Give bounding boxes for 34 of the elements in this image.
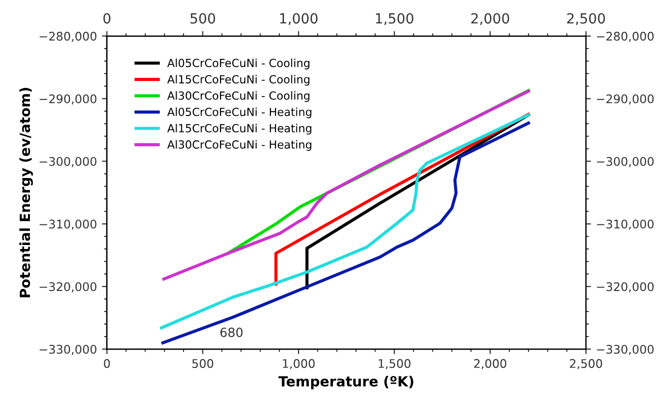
x2-tick-label: 500 bbox=[192, 359, 214, 368]
y-tick-label: −280,000 bbox=[40, 32, 96, 42]
x-axis-title: Temperature (ºK) bbox=[278, 376, 414, 390]
x-tick-label: 2,000 bbox=[471, 13, 510, 26]
y-axis-title: Potential Energy (ev/atom) bbox=[19, 88, 33, 298]
annotation: 680 bbox=[220, 328, 243, 338]
x2-tick-label: 1,500 bbox=[378, 359, 410, 370]
legend-label: Al30CrCoFeCuNi - Heating bbox=[167, 140, 312, 151]
x2-tick-label: 1,000 bbox=[282, 359, 315, 370]
y2-tick-label: −310,000 bbox=[596, 220, 654, 230]
x-tick-label: 0 bbox=[103, 13, 110, 24]
y-tick-label: −330,000 bbox=[40, 344, 96, 355]
x2-tick-label: 0 bbox=[104, 359, 110, 368]
x2-tick-label: 2,000 bbox=[474, 359, 506, 370]
y2-tick-label: −280,000 bbox=[596, 32, 654, 42]
legend-label: Al05CrCoFeCuNi - Cooling bbox=[167, 58, 310, 70]
y2-tick-label: −290,000 bbox=[596, 94, 654, 105]
line-series bbox=[162, 90, 530, 281]
legend-label: Al30CrCoFeCuNi - Cooling bbox=[167, 91, 310, 102]
legend-label: Al05CrCoFeCuNi - Heating bbox=[167, 107, 312, 118]
x-tick-label: 1,000 bbox=[280, 13, 318, 26]
y-tick-label: −320,000 bbox=[40, 282, 96, 292]
y2-tick-label: −330,000 bbox=[596, 344, 654, 355]
x2-tick-label: 2,500 bbox=[570, 359, 602, 370]
x-tick-label: 1,500 bbox=[376, 13, 414, 26]
y-tick-label: −290,000 bbox=[40, 94, 96, 105]
x-tick-label: 2,500 bbox=[567, 13, 605, 26]
y2-tick-label: −320,000 bbox=[596, 282, 654, 292]
legend-label: Al15CrCoFeCuNi - Heating bbox=[167, 124, 312, 135]
legend-label: Al15CrCoFeCuNi - Cooling bbox=[167, 74, 310, 86]
y2-tick-label: −300,000 bbox=[596, 156, 654, 168]
y-tick-label: −310,000 bbox=[40, 220, 96, 230]
y-tick-label: −300,000 bbox=[40, 156, 96, 168]
x-tick-label: 500 bbox=[190, 13, 216, 24]
